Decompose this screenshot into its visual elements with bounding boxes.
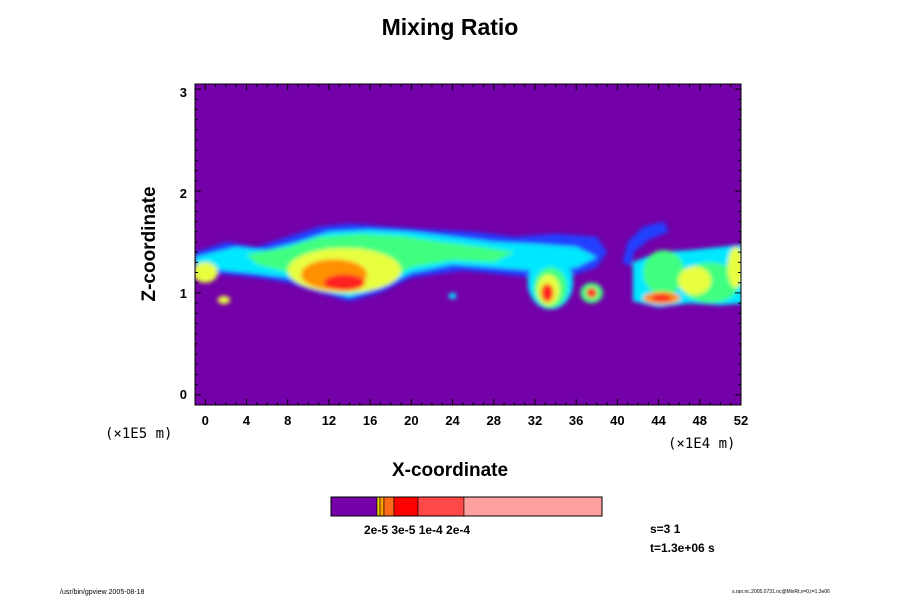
x-tick-label: 40 bbox=[610, 413, 625, 428]
x-tick-label: 52 bbox=[733, 413, 749, 428]
x-tick-label: 8 bbox=[284, 413, 292, 428]
x-tick-label: 48 bbox=[692, 413, 708, 428]
x-scale-label: (×1E4 m) bbox=[668, 436, 736, 452]
y-tick-label: 1 bbox=[179, 286, 187, 301]
y-tick-label: 0 bbox=[179, 387, 187, 402]
x-tick-label: 16 bbox=[362, 413, 378, 428]
right-core bbox=[651, 294, 672, 302]
curl bbox=[622, 221, 669, 267]
footer-left: /usr/bin/gpview 2005-08-18 bbox=[60, 589, 145, 596]
field-group bbox=[195, 221, 741, 310]
right-green-a bbox=[643, 250, 685, 295]
y-tick-label: 2 bbox=[179, 186, 187, 201]
edge-blob bbox=[195, 262, 218, 283]
plot-frame bbox=[194, 83, 742, 406]
right-edge bbox=[727, 247, 741, 288]
colorbar-tick-label: 2e-5 3e-5 1e-4 2e-4 bbox=[364, 523, 471, 537]
cell2-core bbox=[586, 287, 597, 298]
y-tick-label: 3 bbox=[179, 85, 187, 100]
small-blob bbox=[217, 295, 231, 305]
time-label: t=1.3e+06 s bbox=[650, 541, 715, 555]
x-tick-label: 12 bbox=[321, 413, 337, 428]
footer-right: s.ran.nc.2005.0731.nc@MixRt,x=0,t=1.3e06 bbox=[732, 589, 830, 595]
step-label: s=3 1 bbox=[650, 522, 681, 536]
x-tick-label: 32 bbox=[527, 413, 543, 428]
cell-core bbox=[541, 283, 554, 303]
right-yellow bbox=[678, 266, 712, 295]
colorbar-frame bbox=[330, 496, 603, 517]
field-soft-group bbox=[195, 221, 741, 310]
x-tick-label: 44 bbox=[651, 413, 666, 428]
x-tick-label: 4 bbox=[242, 413, 251, 428]
x-tick-label: 20 bbox=[404, 413, 419, 428]
x-tick-label: 36 bbox=[568, 413, 584, 428]
plume-core bbox=[323, 274, 365, 291]
x-tick-label: 0 bbox=[201, 413, 209, 428]
colorbar-segment bbox=[379, 496, 385, 517]
y-scale-label: (×1E5 m) bbox=[105, 426, 173, 442]
colorbar-segment bbox=[383, 496, 395, 517]
colorbar-segment bbox=[417, 496, 465, 517]
x-tick-label: 28 bbox=[486, 413, 501, 428]
dot-blob bbox=[448, 292, 457, 300]
colorbar-segment bbox=[330, 496, 378, 517]
colorbar-segment bbox=[393, 496, 419, 517]
y-axis-label: Z-coordinate bbox=[139, 186, 160, 302]
x-tick-label: 24 bbox=[445, 413, 460, 428]
colorbar-segment bbox=[463, 496, 603, 517]
chart-title: Mixing Ratio bbox=[381, 14, 519, 40]
x-axis-label: X-coordinate bbox=[391, 460, 509, 481]
colorbar-segment bbox=[376, 496, 381, 517]
